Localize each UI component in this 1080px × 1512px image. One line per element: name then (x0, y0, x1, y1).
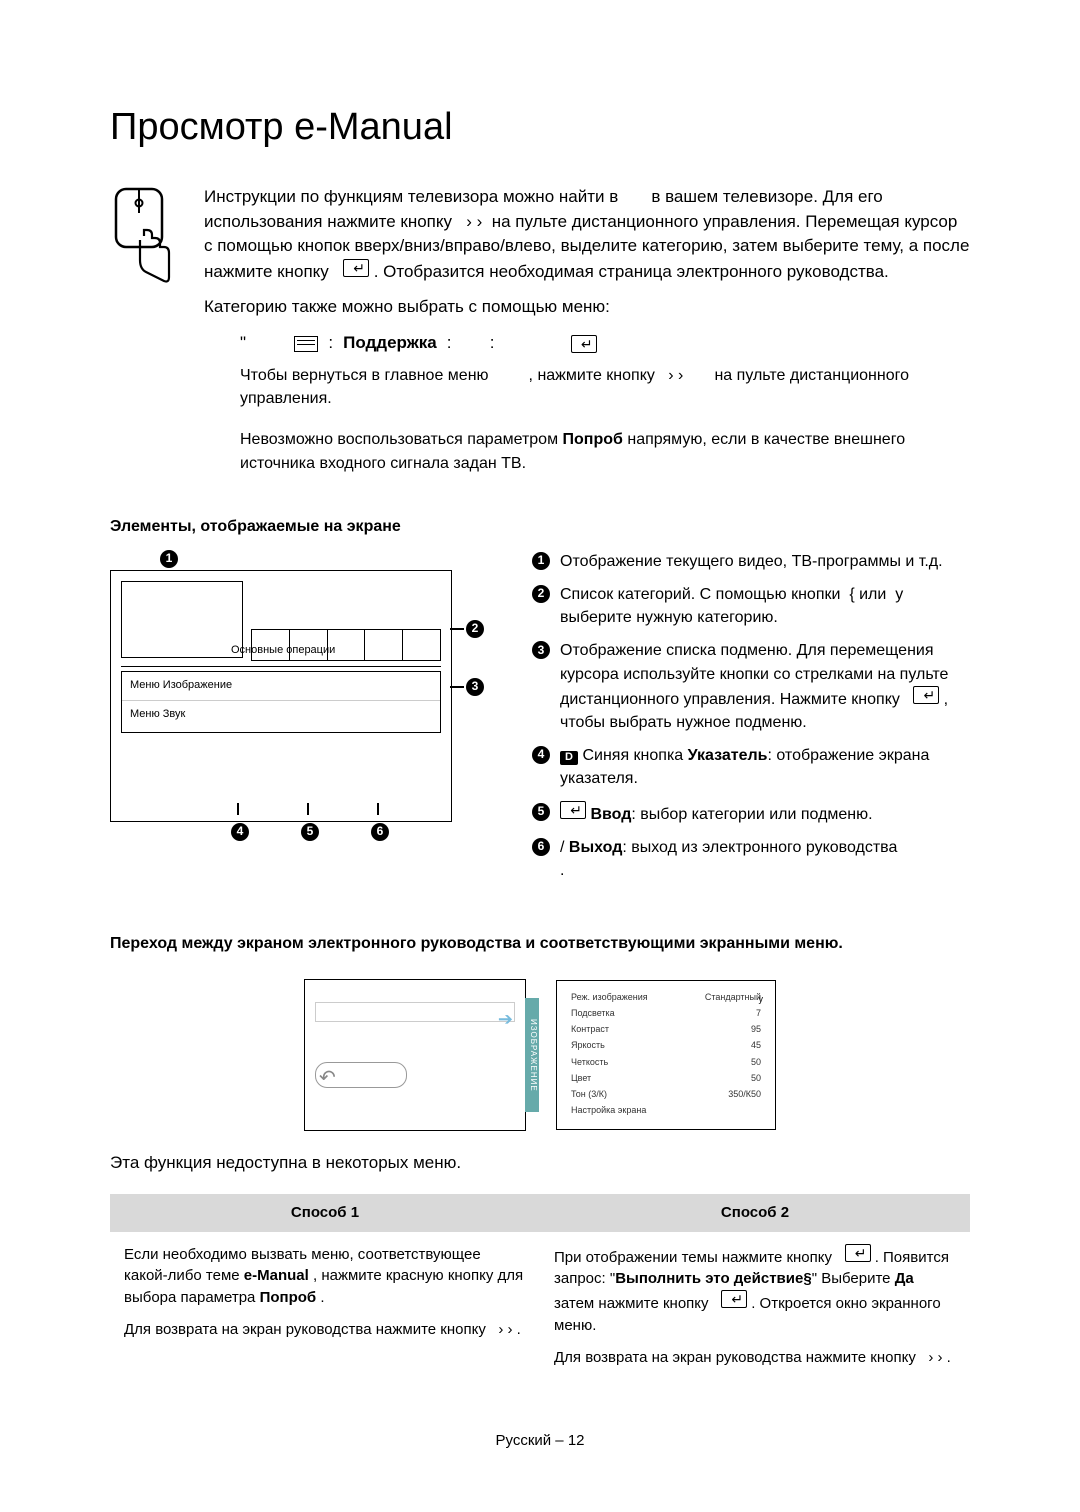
section-heading-transition: Переход между экраном электронного руков… (110, 932, 970, 955)
methods-table: Способ 1 Способ 2 Если необходимо вызват… (110, 1194, 970, 1381)
osd-row: Цвет50 (571, 1072, 761, 1085)
subnote-2: Невозможно воспользоваться параметром По… (110, 428, 970, 474)
menu-path: " : Поддержка : : (240, 331, 970, 356)
unavailable-note: Эта функция недоступна в некоторых меню. (110, 1151, 970, 1176)
enter-icon (913, 686, 939, 704)
osd-row: Реж. изображенияСтандартный (571, 991, 761, 1004)
hand-cursor-icon (110, 185, 180, 319)
legend: 1Отображение текущего видео, ТВ-программ… (532, 550, 970, 892)
enter-icon (571, 335, 597, 353)
osd-row: Контраст95 (571, 1023, 761, 1036)
osd-row: Настройка экрана (571, 1104, 761, 1117)
osd-row: Подсветка7 (571, 1007, 761, 1020)
subnote-1: Чтобы вернуться в главное меню , нажмите… (110, 364, 970, 410)
method2-header: Способ 2 (540, 1194, 970, 1232)
enter-icon (721, 1290, 747, 1308)
intro-text: Инструкции по функциям телевизора можно … (204, 185, 970, 319)
d-blue-icon: D (560, 751, 578, 765)
enter-icon (845, 1244, 871, 1262)
page-title: Просмотр e-Manual (110, 100, 970, 155)
enter-icon (560, 801, 586, 819)
method1-header: Способ 1 (110, 1194, 540, 1232)
transition-diagram: ➔ ↶ ИЗОБРАЖЕНИЕ Реж. изображенияСтандарт… (110, 979, 970, 1131)
method1-cell: Если необходимо вызвать меню, соответств… (110, 1232, 540, 1381)
screen-diagram: Основные операции Меню Изображение Меню … (110, 570, 452, 822)
menu-icon (294, 336, 318, 352)
method2-cell: При отображении темы нажмите кнопку . По… (540, 1232, 970, 1381)
section-heading-elements: Элементы, отображаемые на экране (110, 515, 970, 538)
osd-row: Яркость45 (571, 1039, 761, 1052)
page-footer: Русский – 12 (110, 1430, 970, 1452)
osd-row: Четкость50 (571, 1056, 761, 1069)
osd-row: Тон (3/К)350/К50 (571, 1088, 761, 1101)
enter-icon (343, 259, 369, 277)
